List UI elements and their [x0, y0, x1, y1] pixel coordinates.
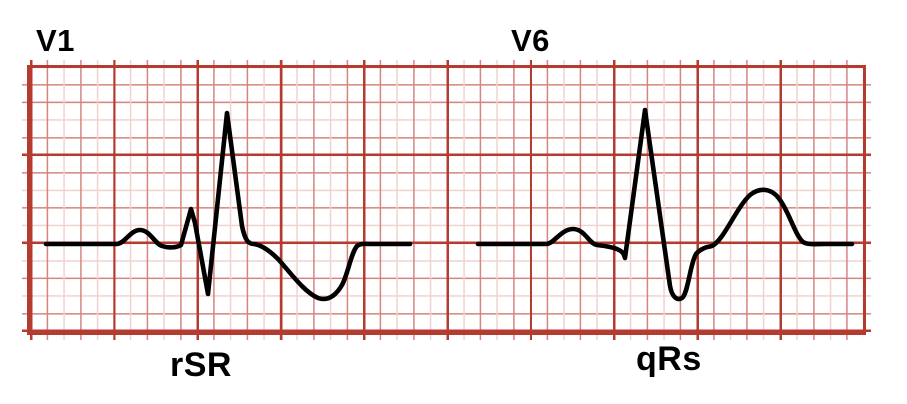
ecg-grid-paper — [27, 65, 866, 335]
ecg-trace-v6 — [475, 107, 855, 302]
grid-ticks-right — [866, 68, 871, 332]
ecg-trace-canvas — [43, 107, 855, 302]
grid-ticks-left — [22, 68, 27, 332]
grid-ticks-bottom — [30, 335, 863, 340]
lead-label-v1: V1 — [36, 23, 75, 58]
morphology-label-rsr: rSR — [170, 346, 232, 384]
grid-ticks-top — [30, 60, 863, 65]
morphology-label-qrs: qRs — [636, 340, 702, 378]
lead-label-v6: V6 — [511, 23, 550, 58]
ecg-trace-v1 — [43, 110, 413, 302]
